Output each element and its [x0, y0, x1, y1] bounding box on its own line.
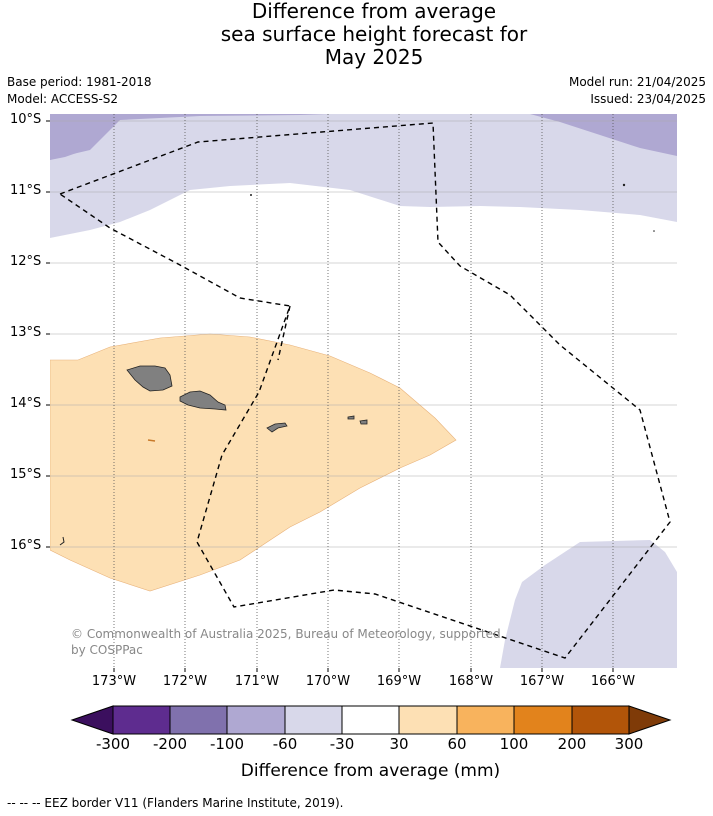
island-rose-atoll — [147, 439, 156, 442]
colorbar-extend-high — [628, 705, 672, 735]
colorbar-bin-5 — [341, 705, 400, 735]
latitude-gridlines — [50, 120, 677, 548]
colorbar-bin-8 — [513, 705, 573, 735]
map-area — [50, 114, 677, 668]
copyright-credit: © Commonwealth of Australia 2025, Bureau… — [71, 627, 501, 657]
colorbar-bin-9 — [571, 705, 630, 735]
island-swains — [250, 194, 252, 196]
colorbar-bin-1 — [112, 705, 171, 735]
colorbar-bin-3 — [226, 705, 286, 735]
colorbar — [70, 705, 672, 735]
eez-legend-footer: -- -- -- EEZ border V11 (Flanders Marine… — [7, 796, 344, 810]
colorbar-bin-6 — [398, 705, 458, 735]
colorbar-tick-60: 60 — [447, 735, 467, 753]
lon-label-169w: 169°W — [376, 674, 422, 689]
island-tutuila — [266, 422, 288, 433]
base-period: Base period: 1981-2018 — [7, 75, 152, 89]
anomaly-region-light-orange — [50, 333, 457, 592]
island-tokelau-2 — [653, 230, 655, 232]
colorbar-tick-minus-30: -30 — [329, 735, 355, 753]
lat-label-11s: 11°S — [10, 183, 42, 198]
island-southwest-islet — [59, 536, 65, 546]
anomaly-region-light-purple-southeast — [500, 540, 677, 668]
colorbar-tick-minus-200: -200 — [152, 735, 188, 753]
colorbar-tick-30: 30 — [389, 735, 409, 753]
colorbar-bin-4 — [284, 705, 343, 735]
colorbar-title: Difference from average (mm) — [240, 761, 501, 781]
eez-border — [58, 122, 671, 659]
lat-label-16s: 16°S — [10, 538, 42, 553]
lat-label-10s: 10°S — [10, 112, 42, 127]
meta-left: Base period: 1981-2018 Model: ACCESS-S2 — [7, 74, 152, 108]
colorbar-tick-300: 300 — [614, 735, 644, 753]
title-line-2: sea surface height forecast for — [220, 22, 528, 46]
eez-border-inner — [277, 305, 291, 361]
island-tokelau-1 — [622, 183, 626, 187]
lon-label-168w: 168°W — [448, 674, 494, 689]
lon-label-170w: 170°W — [305, 674, 351, 689]
island-ofu — [347, 415, 355, 420]
colorbar-tick-minus-60: -60 — [272, 735, 298, 753]
anomaly-region-purple-northeast — [530, 114, 677, 156]
lat-label-14s: 14°S — [10, 396, 42, 411]
lat-label-13s: 13°S — [10, 325, 42, 340]
anomaly-region-purple-northwest-2 — [50, 114, 125, 160]
title-line-1: Difference from average — [251, 0, 497, 23]
lat-label-15s: 15°S — [10, 467, 42, 482]
lon-label-171w: 171°W — [234, 674, 280, 689]
lon-label-166w: 166°W — [590, 674, 636, 689]
colorbar-bin-7 — [456, 705, 515, 735]
map-title: Difference from average sea surface heig… — [0, 0, 713, 69]
model-name: Model: ACCESS-S2 — [7, 92, 119, 106]
lon-label-172w: 172°W — [162, 674, 208, 689]
anomaly-region-light-purple-north — [50, 114, 677, 238]
colorbar-tick-minus-300: -300 — [95, 735, 131, 753]
island-savaii — [126, 365, 173, 392]
lon-label-173w: 173°W — [91, 674, 137, 689]
axis-ticks — [46, 120, 614, 672]
colorbar-tick-200: 200 — [557, 735, 587, 753]
colorbar-extend-low — [70, 705, 114, 735]
island-upolu — [179, 390, 227, 411]
meta-right: Model run: 21/04/2025 Issued: 23/04/2025 — [569, 74, 706, 108]
longitude-gridlines — [113, 114, 614, 668]
colorbar-tick-100: 100 — [499, 735, 529, 753]
colorbar-tick-minus-100: -100 — [209, 735, 245, 753]
lat-label-12s: 12°S — [10, 254, 42, 269]
island-tau — [359, 419, 368, 425]
issued-date: Issued: 23/04/2025 — [590, 92, 706, 106]
model-run: Model run: 21/04/2025 — [568, 75, 706, 89]
colorbar-bin-2 — [169, 705, 228, 735]
title-line-3: May 2025 — [324, 45, 424, 69]
lon-label-167w: 167°W — [519, 674, 565, 689]
